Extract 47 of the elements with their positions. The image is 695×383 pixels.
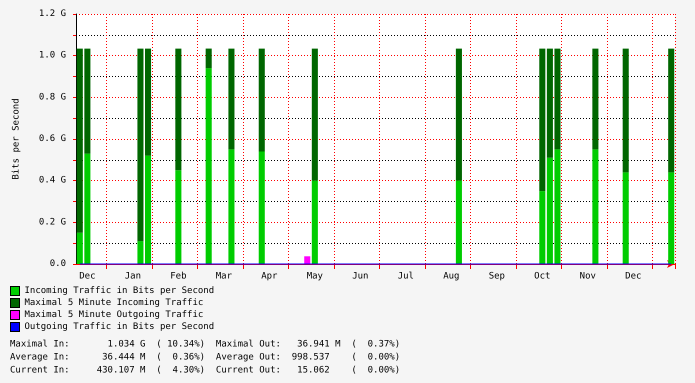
x-tick-label: Feb <box>170 272 186 282</box>
bar <box>258 152 265 264</box>
text: Current In: 430.107 M ( 4.30%) Current Out: 15.062 ( 0.00%) <box>10 366 400 376</box>
x-tick-label: Sep <box>488 272 505 282</box>
x-tick-label: May <box>306 272 324 282</box>
y-tick-label: 0.6 G <box>38 134 66 144</box>
x-tick-label: Oct <box>534 272 550 282</box>
bar <box>622 48 629 172</box>
x-tick-label: Aug <box>443 272 460 282</box>
bar <box>206 68 212 264</box>
y-tick-label: 0.2 G <box>38 217 66 228</box>
x-tick-label: Dec <box>79 272 96 282</box>
y-axis-title: Bits per Second <box>12 98 22 180</box>
bar <box>258 48 265 152</box>
x-tick-label: Mar <box>216 272 233 282</box>
x-tick-label: Jan <box>124 272 141 282</box>
legend-label: Maximal 5 Minute Incoming Traffic <box>24 298 204 308</box>
y-tick-label: 0.4 G <box>38 176 66 186</box>
bar <box>228 149 234 264</box>
x-tick-label: Jul <box>398 272 414 282</box>
bar <box>668 172 674 264</box>
x-tick-label: Jun <box>352 272 368 282</box>
x-tick-label: Dec <box>625 272 642 282</box>
bar <box>622 172 629 264</box>
bar <box>592 48 598 150</box>
text: Maximal In: 1.034 G ( 10.34%) Maximal Out: 36.941 M ( 0.37%) <box>10 340 400 350</box>
y-tick-label: 0.8 G <box>38 92 66 102</box>
legend-label: Maximal 5 Minute Outgoing Traffic <box>24 310 204 320</box>
legend-label: Outgoing Traffic in Bits per Second <box>24 322 214 332</box>
bar <box>304 256 310 264</box>
bar <box>456 180 462 264</box>
bar <box>175 48 182 170</box>
x-tick-label: Nov <box>580 272 596 282</box>
legend-label: Incoming Traffic in Bits per Second <box>24 286 214 296</box>
y-tick-label: 1.0 G <box>38 50 66 61</box>
text: Average In: 36.444 M ( 0.36%) Average Out: 998.537 ( 0.00%) <box>10 352 400 362</box>
bar <box>312 180 318 264</box>
y-tick-label: 1.2 G <box>38 9 66 19</box>
bar <box>456 48 462 181</box>
bar <box>592 149 598 264</box>
bar <box>312 48 318 181</box>
bar <box>668 48 674 172</box>
x-tick-label: Apr <box>261 272 278 282</box>
y-tick-label: 0.0 <box>50 259 66 269</box>
bar <box>228 48 234 150</box>
bar <box>175 170 182 264</box>
bar <box>206 48 212 68</box>
